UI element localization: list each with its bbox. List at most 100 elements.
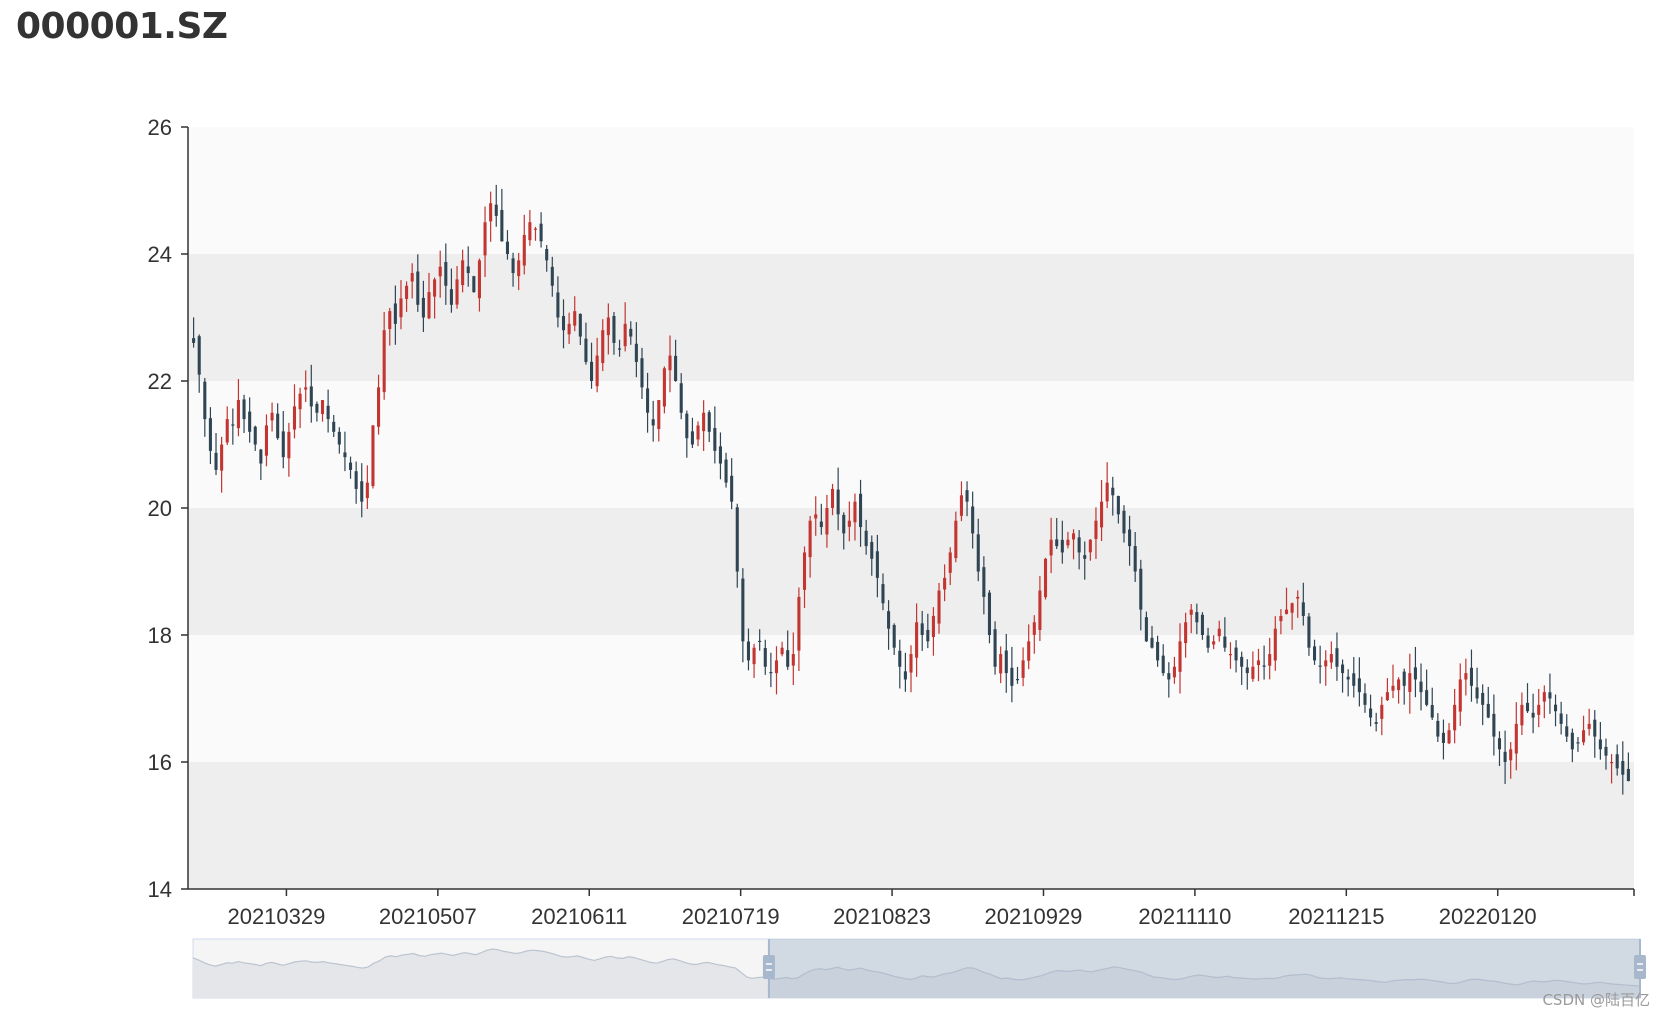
candle-body [1116,496,1120,515]
candle [1570,728,1574,763]
candle [903,652,907,692]
zoom-handle-end[interactable] [1634,939,1646,998]
zoom-preview-area [193,949,1640,998]
candle-body [421,297,425,318]
candle [292,384,297,439]
candle-body [1307,616,1311,648]
candle [735,503,739,588]
candle [1060,520,1064,564]
candle [842,512,846,550]
candle [584,322,588,365]
candle [242,394,246,434]
zoom-handle-start[interactable] [762,939,775,998]
candle-body [662,368,666,407]
x-tick-label: 20210329 [227,904,325,929]
candle [343,431,347,472]
candle-body [276,413,280,439]
candle [427,272,431,320]
candle-body [517,260,521,277]
candle-body [589,361,594,381]
candle [304,370,308,402]
candle [987,590,992,644]
candle [371,425,375,489]
candle [1200,612,1204,640]
candle [1598,721,1602,760]
candle [578,313,582,346]
candle-body [225,419,229,443]
candle-body [618,348,622,350]
candle-body [483,222,487,256]
candle-body [1240,656,1244,667]
candle [1144,611,1148,642]
candle-body [1531,712,1535,718]
candle [1593,710,1597,758]
candle [1105,462,1109,509]
candle-body [859,493,863,528]
candle [545,245,549,272]
candle-body [281,431,285,458]
candle [853,493,857,541]
candle-body [920,623,924,635]
candle-body [634,343,638,362]
candle-body [1043,558,1048,598]
candle-body [1094,520,1098,539]
candle-body [903,671,907,680]
candle-body [584,338,588,362]
candle-body [1464,673,1468,680]
candle-body [326,405,330,420]
candle-body [746,641,751,661]
y-axis: 14 16 18 20 22 24 26 [148,115,189,902]
candle-body [1105,482,1109,502]
candle-body [208,418,212,451]
candle-body [1133,546,1137,572]
candle-body [1128,529,1132,547]
candle [909,645,913,693]
candle-body [1391,685,1395,691]
candle [1273,616,1277,671]
candle [1548,673,1552,714]
candle [253,425,257,451]
candle [421,280,425,332]
candle-body [500,209,504,242]
candle-body [881,584,885,604]
candle-body [405,285,409,299]
candle-body [220,444,224,471]
candle-body [943,577,947,590]
candle [225,406,229,446]
candle-body [550,266,554,286]
candle-body [298,393,302,410]
candle-body [802,552,807,590]
candle-body [489,203,493,222]
candle [1610,754,1614,784]
candle-body [399,298,403,318]
candle-body [1144,617,1148,642]
candle-body [1083,555,1087,559]
candle-body [752,647,756,665]
candle [1223,617,1227,652]
candle-body [573,311,577,326]
candle [1251,651,1255,682]
candle-body [472,276,476,293]
candle-body [875,551,879,578]
candle-body [915,622,919,658]
candle-body [371,425,375,487]
candle [1329,641,1333,669]
candle [377,374,381,435]
candle [348,456,353,479]
y-tick-label: 22 [148,369,172,394]
candle [1374,712,1378,732]
candle [859,479,863,547]
candle [1469,649,1474,702]
zoom-selection[interactable] [768,939,1640,998]
candle [802,546,807,608]
y-tick-label: 24 [148,242,172,267]
candle [1234,640,1238,673]
data-zoom-slider[interactable] [192,938,1646,999]
candle [629,321,633,345]
candle [236,379,240,437]
candle [1436,713,1440,742]
candle [1004,633,1008,693]
candle [528,210,532,246]
candle [1553,694,1558,727]
